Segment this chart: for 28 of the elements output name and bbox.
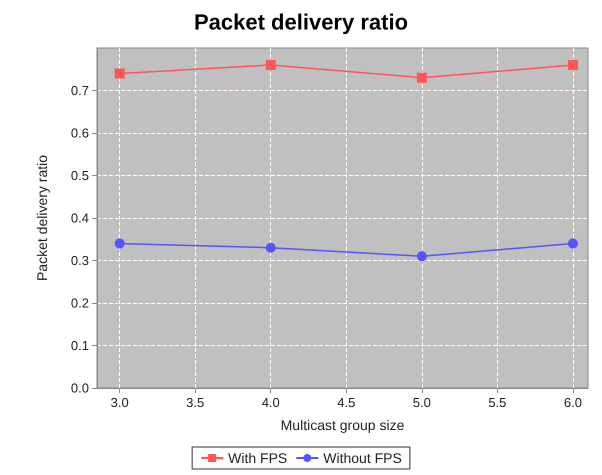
y-tick-label: 0.1	[70, 338, 89, 353]
y-tick-label: 0.4	[70, 210, 89, 226]
y-tick-label: 0.7	[70, 83, 89, 98]
y-tick-label: 0.0	[70, 380, 89, 396]
x-tick-label: 3.0	[110, 395, 129, 410]
y-tick-label: 0.6	[70, 126, 89, 140]
chart-title: Packet delivery ratio	[194, 10, 408, 34]
point	[266, 60, 276, 70]
x-tick-label: 4.5	[337, 395, 356, 410]
y-axis-title: Packet delivery ratio	[34, 154, 50, 282]
x-tick-label: 6.0	[564, 395, 582, 410]
x-tick-label: 5.5	[488, 395, 506, 410]
y-tick-label: 0.2	[70, 296, 89, 310]
point	[416, 251, 427, 262]
x-tick-label: 3.5	[186, 395, 204, 410]
point	[416, 72, 427, 83]
x-axis-title: Multicast group size	[280, 417, 405, 433]
y-tick-label: 0.3	[70, 253, 89, 268]
point	[114, 68, 125, 78]
point	[114, 238, 125, 248]
y-tick-label: 0.5	[70, 168, 89, 183]
point	[266, 242, 276, 253]
x-tick-label: 4.0	[262, 395, 280, 410]
point	[568, 60, 578, 70]
legend-label: Without FPS	[323, 450, 402, 466]
x-tick-label: 5.0	[412, 395, 431, 410]
legend-label: With FPS	[228, 450, 288, 466]
point	[568, 238, 578, 248]
